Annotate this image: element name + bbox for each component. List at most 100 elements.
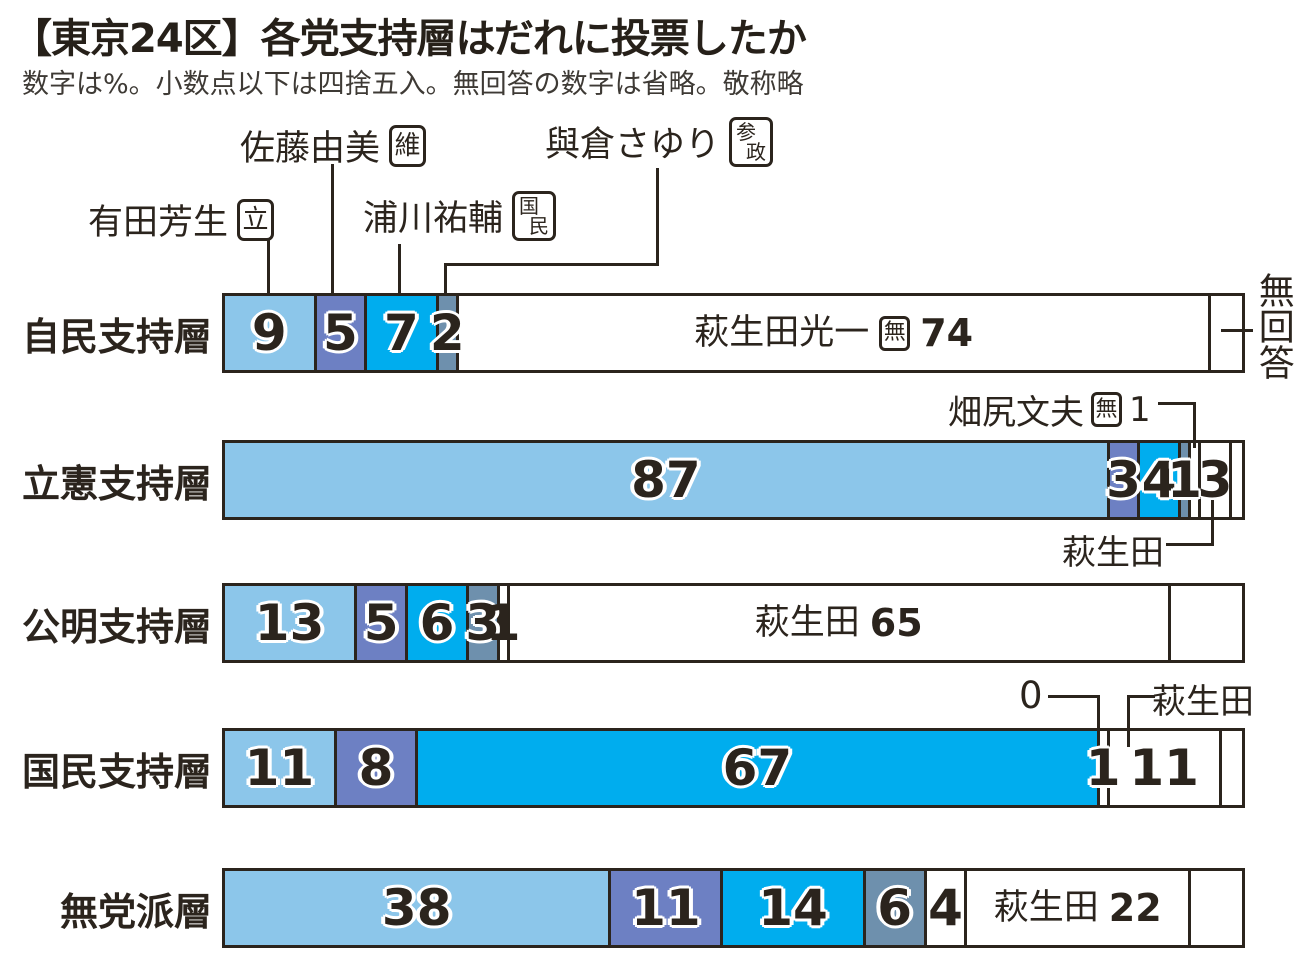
segment-percentage: 5	[363, 594, 399, 652]
party-badge-ishin: 維	[389, 124, 427, 167]
party-badge-kokumin: 国 民	[512, 190, 557, 241]
party-badge-sansei: 参 政	[729, 116, 774, 167]
candidate-label-sato: 佐藤由美 維	[240, 120, 427, 171]
leader-line-arita	[267, 238, 270, 316]
segment-candidate-name: 萩生田光一	[694, 312, 870, 353]
segment-value-label: 1	[1086, 743, 1121, 793]
leader-line-sato	[331, 164, 334, 316]
segment-percentage: 2	[429, 304, 465, 362]
leader-line-zero-horizontal	[1048, 695, 1100, 698]
segment-value-label: 5	[323, 308, 358, 358]
bar-segment-no-answer	[1191, 871, 1242, 945]
bar-segment-sato: 11	[611, 871, 724, 945]
segment-percentage: 9	[251, 304, 287, 362]
bar-segment-yokura: 6	[865, 871, 927, 945]
party-badge-mushozoku: 無	[879, 315, 911, 351]
party-badge-rikken: 立	[237, 198, 275, 241]
bar-segment-yokura: 1	[1167, 443, 1202, 517]
segment-value-label: 6	[420, 598, 455, 648]
segment-percentage: 74	[920, 311, 974, 355]
candidate-name-hatajiri: 畑尻文夫	[948, 393, 1084, 433]
segment-value-label: 萩生田 22	[994, 889, 1162, 927]
leader-line-yokura-vertical	[656, 168, 659, 266]
candidate-name-sato: 佐藤由美	[240, 129, 381, 169]
bar-segment-hagiuda: 萩生田 65	[509, 586, 1171, 660]
leader-line-zero-drop	[1097, 695, 1100, 753]
segment-value-label: 3	[465, 598, 500, 648]
segment-percentage: 1	[485, 594, 521, 652]
segment-value-label: 5	[364, 598, 399, 648]
bar-segment-sato: 5	[316, 296, 368, 370]
segment-value-label: 14	[758, 883, 828, 933]
segment-percentage: 4	[928, 879, 963, 937]
segment-value-label: 4	[928, 883, 963, 933]
bar-rikken-supporters: 87 3 4 1 3	[222, 440, 1245, 520]
segment-percentage: 6	[419, 594, 455, 652]
segment-value-label: 9	[252, 308, 287, 358]
segment-percentage: 65	[869, 601, 923, 645]
segment-value-label: 4	[1142, 455, 1177, 505]
bar-segment-hatajiri	[1191, 443, 1202, 517]
segment-percentage: 4	[1141, 451, 1177, 509]
bar-segment-no-answer	[1221, 731, 1242, 805]
party-badge-mushozoku: 無	[1091, 392, 1122, 427]
segment-percentage: 1	[1085, 739, 1121, 797]
bar-segment-arita: 87	[225, 443, 1110, 517]
segment-percentage: 38	[381, 879, 452, 937]
annotation-hagiuda-bar2: 萩生田	[1062, 533, 1164, 573]
annotation-hagiuda-bar4: 萩生田	[1152, 682, 1254, 722]
segment-value-label: 3	[1198, 455, 1233, 505]
bar-segment-no-answer	[1211, 296, 1242, 370]
segment-percentage: 22	[1108, 886, 1162, 930]
leader-line-no-answer	[1221, 329, 1253, 332]
segment-percentage: 3	[1197, 451, 1233, 509]
bar-segment-hagiuda: 萩生田 22	[967, 871, 1192, 945]
segment-value-label: 1	[1167, 455, 1202, 505]
leader-line-hagiuda-bar4-drop	[1127, 695, 1130, 747]
segment-value-label: 87	[631, 455, 701, 505]
row-label-mutohha: 無党派層	[59, 889, 212, 934]
segment-percentage: 7	[384, 304, 419, 362]
bar-segment-urakawa: 67	[418, 731, 1100, 805]
bar-segment-hagiuda: 3	[1198, 443, 1233, 517]
bar-kokumin-supporters: 11 8 67 1 11	[222, 728, 1245, 808]
bar-segment-urakawa: 7	[367, 296, 439, 370]
bar-segment-no-answer	[1170, 586, 1242, 660]
bar-segment-sato: 5	[357, 586, 409, 660]
bar-segment-hatajiri: 1	[486, 586, 521, 660]
row-label-komei: 公明支持層	[21, 604, 212, 649]
bar-segment-arita: 9	[225, 296, 317, 370]
segment-value-label: 38	[382, 883, 452, 933]
bar-segment-hagiuda: 萩生田光一無 74	[458, 296, 1212, 370]
bar-segment-sato: 8	[336, 731, 419, 805]
segment-value-label: 萩生田 65	[755, 604, 923, 642]
segment-percentage: 6	[877, 879, 913, 937]
row-label-rikken: 立憲支持層	[21, 461, 212, 506]
segment-percentage: 3	[1106, 451, 1141, 509]
bar-komei-supporters: 13 5 6 3 1 萩生田 65	[222, 583, 1245, 663]
chart-note: 数字は%。小数点以下は四捨五入。無回答の数字は省略。敬称略	[22, 69, 804, 100]
bar-segment-no-answer	[1231, 443, 1242, 517]
segment-percentage: 1	[1167, 451, 1202, 509]
bar-segment-urakawa: 4	[1140, 443, 1181, 517]
row-label-jimin: 自民支持層	[21, 314, 212, 359]
leader-line-hatajiri-drop	[1193, 402, 1196, 448]
candidate-label-urakawa: 浦川祐輔 国 民	[363, 190, 557, 241]
segment-percentage: 8	[358, 739, 394, 797]
segment-value-label: 8	[359, 743, 394, 793]
segment-value-label: 3	[1106, 455, 1141, 505]
leader-line-yokura-horizontal	[444, 263, 659, 266]
segment-percentage: 13	[254, 594, 325, 652]
row-label-kokumin: 国民支持層	[21, 749, 212, 794]
bar-segment-arita: 13	[225, 586, 358, 660]
segment-percentage: 11	[631, 879, 701, 937]
segment-value-label: 萩生田光一無 74	[694, 314, 973, 352]
segment-percentage: 5	[323, 304, 358, 362]
leader-line-hagiuda-bar4-horizontal	[1127, 695, 1155, 698]
annotation-hatajiri: 畑尻文夫 無 1	[948, 385, 1151, 434]
segment-value-label: 1	[486, 598, 521, 648]
segment-candidate-name: 萩生田	[754, 602, 860, 643]
segment-percentage: 3	[465, 594, 501, 652]
bar-segment-urakawa: 6	[408, 586, 470, 660]
